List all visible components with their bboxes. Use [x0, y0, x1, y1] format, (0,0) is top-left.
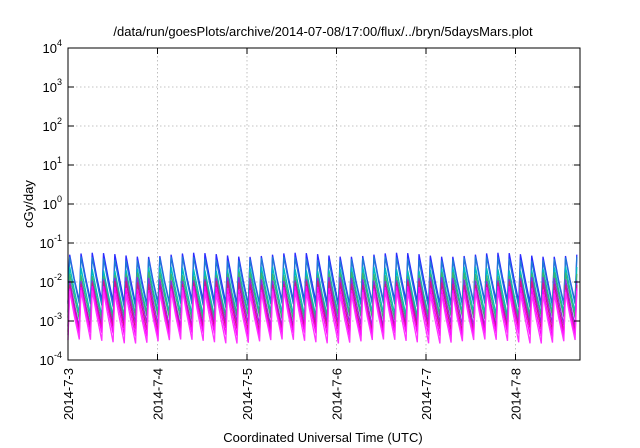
- series-line-5: [67, 276, 578, 328]
- x-tick-label: 2014-7-5: [240, 368, 255, 420]
- series-line-7: [67, 286, 578, 337]
- y-tick-label: 10-1: [40, 233, 62, 251]
- y-tick-label: 10-3: [40, 311, 62, 329]
- x-axis-label: Coordinated Universal Time (UTC): [223, 430, 422, 445]
- series-line-6: [67, 280, 578, 332]
- series-group: [67, 252, 578, 344]
- x-tick-label: 2014-7-4: [151, 368, 166, 420]
- y-tick-label: 100: [43, 194, 62, 212]
- y-tick-label: 101: [43, 155, 62, 173]
- x-tick-label: 2014-7-3: [61, 368, 76, 420]
- x-tick-label: 2014-7-7: [419, 368, 434, 420]
- y-tick-label: 10-4: [40, 350, 62, 368]
- y-tick-label: 102: [43, 116, 62, 134]
- y-tick-label: 103: [43, 77, 62, 95]
- y-tick-label: 104: [43, 38, 62, 56]
- series-line-2: [67, 256, 578, 308]
- x-axis: 2014-7-3 2014-7-4 2014-7-5 2014-7-6 2014-7-7…: [61, 48, 524, 420]
- chart-title: /data/run/goesPlots/archive/2014-07-08/1…: [113, 24, 533, 39]
- series-line-4: [67, 271, 578, 321]
- y-axis: 10-4 10-3 10-2 10-1 100 101 102 103 104: [40, 38, 580, 368]
- x-tick-label: 2014-7-6: [330, 368, 345, 420]
- series-line-8: [67, 290, 578, 344]
- y-axis-label: cGy/day: [21, 180, 36, 228]
- y-tick-label: 10-2: [40, 272, 62, 290]
- series-line-3: [67, 266, 578, 317]
- x-tick-label: 2014-7-8: [509, 368, 524, 420]
